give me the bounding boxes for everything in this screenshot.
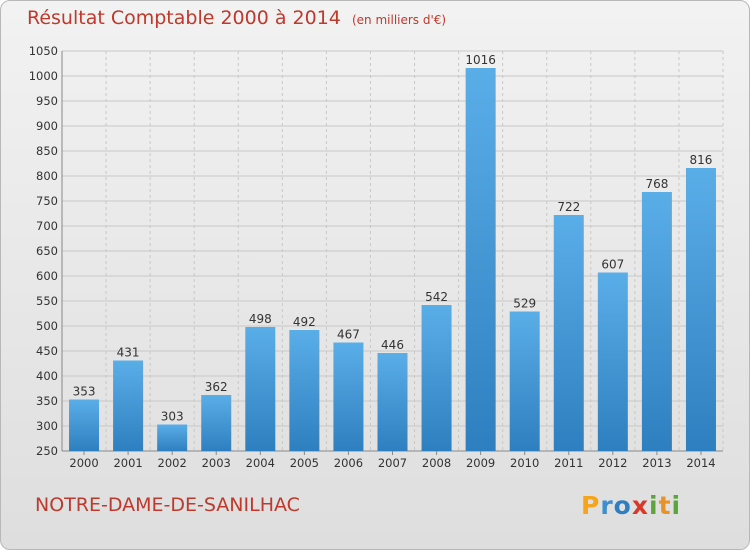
- bar-value-label: 607: [601, 258, 624, 272]
- y-tick-label: 550: [36, 294, 58, 308]
- logo-letter: P: [581, 491, 601, 520]
- x-tick-label: 2011: [554, 456, 583, 470]
- bar: [509, 311, 540, 451]
- logo-letter: x: [631, 491, 649, 520]
- bars: [69, 68, 716, 451]
- chart-title: Résultat Comptable 2000 à 2014: [27, 7, 341, 29]
- x-tick-label: 2013: [642, 456, 671, 470]
- bar-value-label: 542: [425, 290, 448, 304]
- y-tick-label: 750: [36, 194, 58, 208]
- bar-value-label: 529: [513, 297, 536, 311]
- x-tick-label: 2009: [466, 456, 495, 470]
- bar-value-label: 431: [117, 346, 140, 360]
- chart-subtitle: (en milliers d'€): [351, 13, 447, 27]
- x-tick-label: 2003: [202, 456, 231, 470]
- bar: [553, 215, 584, 451]
- x-tick-label: 2006: [334, 456, 363, 470]
- x-tick-label: 2002: [158, 456, 187, 470]
- proxiti-logo[interactable]: Proxiti: [581, 491, 681, 520]
- bar: [69, 399, 100, 451]
- y-tick-label: 850: [36, 144, 58, 158]
- y-tick-label: 300: [36, 419, 58, 433]
- y-tick-label: 400: [36, 369, 58, 383]
- y-tick-label: 900: [36, 119, 58, 133]
- bar: [465, 68, 496, 451]
- logo-letter: i: [671, 491, 682, 520]
- bar-value-label: 303: [161, 410, 184, 424]
- y-tick-labels: 250 300 350 400 450 500 550 600 650 700 750 800 850 9…: [29, 44, 58, 458]
- y-tick-label: 350: [36, 394, 58, 408]
- data-labels: 353 431 303 362 498 492 467 446 542 1016 529 722 607…: [73, 53, 713, 424]
- bar-value-label: 492: [293, 315, 316, 329]
- bar-value-label: 768: [645, 177, 668, 191]
- bar-value-label: 362: [205, 380, 228, 394]
- y-tick-label: 950: [36, 94, 58, 108]
- x-tick-label: 2004: [246, 456, 275, 470]
- y-tick-label: 1000: [29, 69, 58, 83]
- bar-value-label: 446: [381, 338, 404, 352]
- bar-value-label: 722: [557, 200, 580, 214]
- x-tick-label: 2005: [290, 456, 319, 470]
- logo-letter: i: [649, 491, 659, 520]
- bar: [201, 395, 232, 451]
- x-tick-label: 2000: [69, 456, 98, 470]
- bar: [641, 192, 672, 451]
- chart-title-block: Résultat Comptable 2000 à 2014 (en milli…: [27, 7, 446, 29]
- bar: [113, 360, 144, 451]
- y-tick-label: 800: [36, 169, 58, 183]
- x-tick-label: 2012: [598, 456, 627, 470]
- y-tick-label: 250: [36, 444, 58, 458]
- bar: [421, 305, 452, 451]
- x-tick-labels: 2000 2001 2002 2003 2004 2005 2006 2007 2008 2009…: [69, 456, 715, 470]
- bar: [685, 168, 716, 451]
- y-tick-label: 500: [36, 319, 58, 333]
- x-tick-label: 2010: [510, 456, 539, 470]
- bar-value-label: 353: [73, 385, 96, 399]
- x-tick-label: 2007: [378, 456, 407, 470]
- bar: [289, 330, 320, 451]
- bar-value-label: 1016: [465, 53, 496, 67]
- y-tick-label: 700: [36, 219, 58, 233]
- logo-letter: o: [613, 491, 632, 520]
- bar: [377, 353, 408, 451]
- bar-value-label: 498: [249, 312, 272, 326]
- x-tick-label: 2001: [113, 456, 142, 470]
- place-name: NOTRE-DAME-DE-SANILHAC: [35, 494, 300, 516]
- y-tick-label: 600: [36, 269, 58, 283]
- bar: [245, 327, 276, 451]
- bar-value-label: 467: [337, 328, 360, 342]
- logo-letter: t: [658, 491, 672, 520]
- bar-value-label: 816: [690, 153, 713, 167]
- bar: [333, 342, 364, 451]
- x-tick-label: 2014: [686, 456, 715, 470]
- y-tick-label: 450: [36, 344, 58, 358]
- bar: [597, 272, 628, 451]
- x-tick-label: 2008: [422, 456, 451, 470]
- logo-letter: r: [600, 491, 614, 520]
- bar: [157, 424, 188, 451]
- y-tick-label: 1050: [29, 44, 58, 58]
- y-tick-label: 650: [36, 244, 58, 258]
